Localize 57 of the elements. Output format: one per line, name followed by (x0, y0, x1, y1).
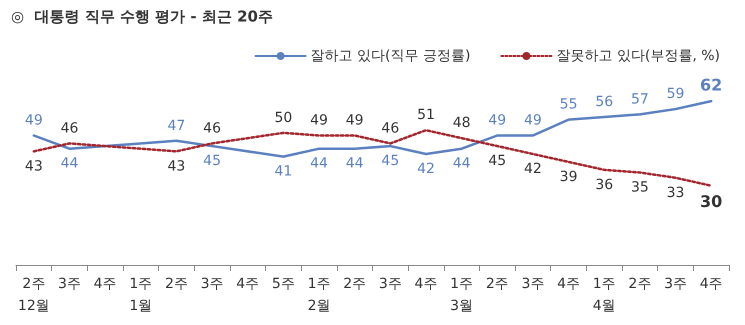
data-label: 50 (274, 110, 292, 126)
data-label: 43 (24, 158, 43, 174)
data-label: 49 (488, 112, 506, 128)
data-label: 47 (168, 118, 186, 134)
data-label: 44 (310, 156, 328, 172)
data-label: 49 (346, 112, 364, 128)
x-tick-label: 2주 (164, 276, 188, 292)
data-label: 46 (203, 120, 222, 136)
x-tick-label: 1주 4월 (592, 276, 616, 314)
x-tick-label: 3주 (378, 276, 402, 292)
data-label: 51 (417, 107, 435, 124)
data-label: 35 (630, 180, 649, 196)
data-label: 44 (60, 156, 78, 172)
data-label: 45 (488, 153, 506, 170)
data-label: 39 (560, 168, 578, 185)
x-tick-label: 5주 (272, 276, 295, 292)
x-tick-label: 4주 (414, 276, 438, 292)
x-tick-label: 3주 (521, 276, 544, 292)
x-tick-label: 4주 (557, 276, 580, 292)
x-tick-label: 2주 (343, 276, 366, 292)
data-label: 44 (452, 156, 471, 172)
x-tick-label: 1주 1월 (129, 276, 152, 314)
data-label: 49 (310, 112, 328, 128)
x-tick-label: 4주 (94, 276, 117, 292)
data-label: 42 (524, 161, 542, 177)
data-label: 46 (381, 120, 400, 136)
x-tick-label: 2주 12월 (18, 276, 50, 314)
data-label: 36 (595, 176, 614, 193)
x-tick-label: 3주 (664, 276, 687, 292)
data-label: 57 (630, 91, 649, 108)
x-tick-label: 3주 (200, 276, 224, 292)
x-tick-label: 4주 (700, 276, 723, 292)
data-label: 59 (666, 86, 684, 102)
x-tick-label: 3주 (58, 276, 81, 292)
data-label: 55 (560, 96, 578, 113)
data-label: 33 (666, 184, 684, 201)
x-tick-label: 1주 2월 (308, 276, 330, 314)
data-label: 45 (203, 153, 221, 170)
x-tick-label: 4주 (236, 276, 260, 292)
legend-label: 잘못하고 있다(부정률, %) (556, 48, 720, 64)
chart-title: ◎ 대통령 직무 수행 평가 - 최근 20주 (11, 8, 273, 26)
x-tick-label: 2주 (628, 276, 652, 292)
data-label: 45 (381, 153, 400, 170)
data-label: 49 (24, 112, 43, 128)
data-label: 30 (700, 192, 722, 212)
data-label: 42 (417, 161, 435, 177)
legend-label: 잘하고 있다(직무 긍정률) (310, 48, 470, 64)
data-label: 43 (168, 158, 186, 174)
data-label: 62 (700, 76, 722, 95)
data-label: 56 (595, 94, 614, 110)
x-tick-label: 1주 3월 (450, 276, 474, 314)
data-label: 44 (346, 156, 364, 172)
x-tick-label: 2주 (486, 276, 509, 292)
data-label: 41 (274, 164, 292, 180)
data-label: 46 (60, 120, 78, 136)
data-label: 49 (524, 112, 542, 128)
data-label: 48 (452, 115, 471, 132)
